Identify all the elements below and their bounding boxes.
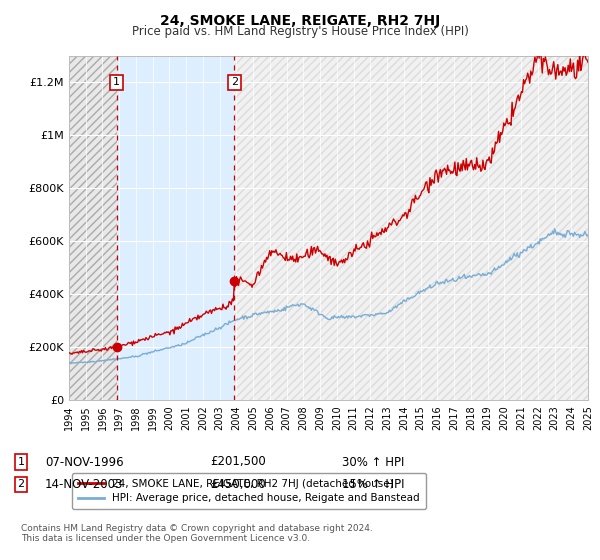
- Text: 14-NOV-2003: 14-NOV-2003: [45, 478, 124, 491]
- Text: 24, SMOKE LANE, REIGATE, RH2 7HJ: 24, SMOKE LANE, REIGATE, RH2 7HJ: [160, 14, 440, 28]
- Bar: [117, 56, 234, 400]
- Text: 15% ↑ HPI: 15% ↑ HPI: [342, 478, 404, 491]
- Bar: [69, 56, 117, 400]
- Text: Price paid vs. HM Land Registry's House Price Index (HPI): Price paid vs. HM Land Registry's House …: [131, 25, 469, 38]
- Bar: [234, 56, 588, 400]
- Text: 2: 2: [230, 77, 238, 87]
- Text: 1: 1: [113, 77, 120, 87]
- Legend: 24, SMOKE LANE, REIGATE, RH2 7HJ (detached house), HPI: Average price, detached : 24, SMOKE LANE, REIGATE, RH2 7HJ (detach…: [71, 473, 426, 510]
- Text: 30% ↑ HPI: 30% ↑ HPI: [342, 455, 404, 469]
- Text: £450,000: £450,000: [210, 478, 266, 491]
- Text: 2: 2: [17, 479, 25, 489]
- Text: Contains HM Land Registry data © Crown copyright and database right 2024.
This d: Contains HM Land Registry data © Crown c…: [21, 524, 373, 543]
- Text: 1: 1: [17, 457, 25, 467]
- Text: £201,500: £201,500: [210, 455, 266, 469]
- Text: 07-NOV-1996: 07-NOV-1996: [45, 455, 124, 469]
